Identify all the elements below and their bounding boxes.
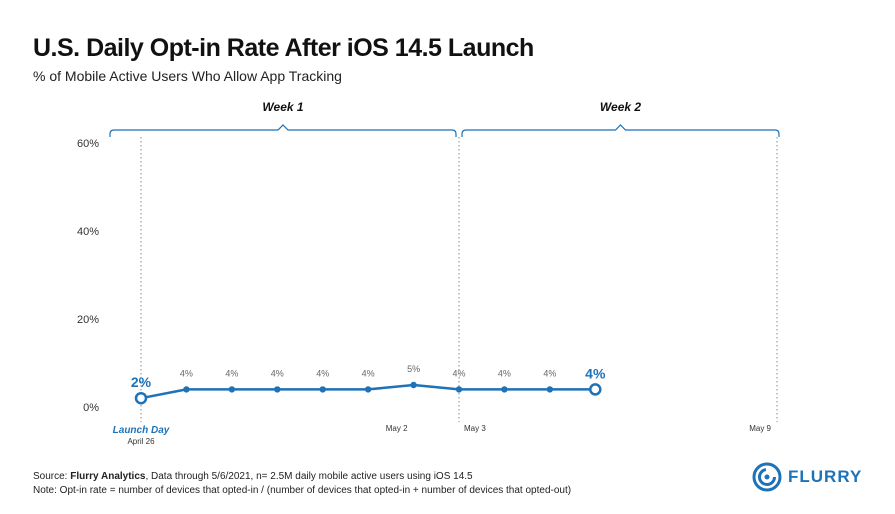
data-point xyxy=(546,386,554,393)
y-tick-label: 60% xyxy=(77,138,99,150)
week-label: Week 1 xyxy=(262,100,303,114)
week-label: Week 2 xyxy=(600,100,641,114)
data-label: 4% xyxy=(271,368,284,378)
y-tick-label: 0% xyxy=(83,402,99,414)
x-tick-label: May 2 xyxy=(386,424,408,433)
source-name: Flurry Analytics xyxy=(70,471,146,482)
note-line: Note: Opt-in rate = number of devices th… xyxy=(33,485,572,496)
flurry-logo-icon xyxy=(752,462,782,492)
data-label: 2% xyxy=(131,374,152,390)
data-label: 4% xyxy=(543,368,556,378)
data-label: 4% xyxy=(316,368,329,378)
data-label: 5% xyxy=(407,364,420,374)
footer: Source: Flurry Analytics, Data through 5… xyxy=(33,470,571,498)
flurry-logo-text: FLURRY xyxy=(788,467,863,486)
data-label: 4% xyxy=(585,365,606,381)
data-point xyxy=(455,386,463,393)
flurry-logo: FLURRY xyxy=(752,462,862,492)
y-tick-label: 40% xyxy=(77,226,99,238)
chart-subtitle: % of Mobile Active Users Who Allow App T… xyxy=(33,68,342,84)
data-label: 4% xyxy=(225,368,238,378)
data-point xyxy=(501,386,508,393)
data-point xyxy=(410,381,417,389)
data-point xyxy=(274,386,281,393)
data-label: 4% xyxy=(498,368,511,378)
data-point xyxy=(319,386,326,393)
data-point xyxy=(134,391,148,405)
data-label: 4% xyxy=(180,368,193,378)
x-tick-label: May 9 xyxy=(749,424,771,433)
chart-title: U.S. Daily Opt-in Rate After iOS 14.5 La… xyxy=(33,34,534,62)
source-line: Source: Flurry Analytics, Data through 5… xyxy=(33,470,571,484)
data-point xyxy=(364,386,372,393)
week-bracket xyxy=(461,124,780,137)
data-point xyxy=(589,383,602,396)
source-details: , Data through 5/6/2021, n= 2.5M daily m… xyxy=(145,471,473,482)
data-label: 4% xyxy=(362,368,375,378)
y-tick-label: 20% xyxy=(77,314,99,326)
data-label: 4% xyxy=(452,368,465,378)
x-sub-label: April 26 xyxy=(127,437,155,446)
source-prefix: Source: xyxy=(33,471,71,482)
week-bracket xyxy=(109,124,457,137)
data-point xyxy=(183,386,190,393)
launch-day-label: Launch Day xyxy=(113,425,170,436)
data-point xyxy=(228,386,236,393)
x-tick-label: May 3 xyxy=(464,424,486,433)
line-chart: 0% 20% 40% 60% Week 1 Week 2 2% 4% 4% 4% 4% 4% 5% 4% 4… xyxy=(77,100,780,446)
